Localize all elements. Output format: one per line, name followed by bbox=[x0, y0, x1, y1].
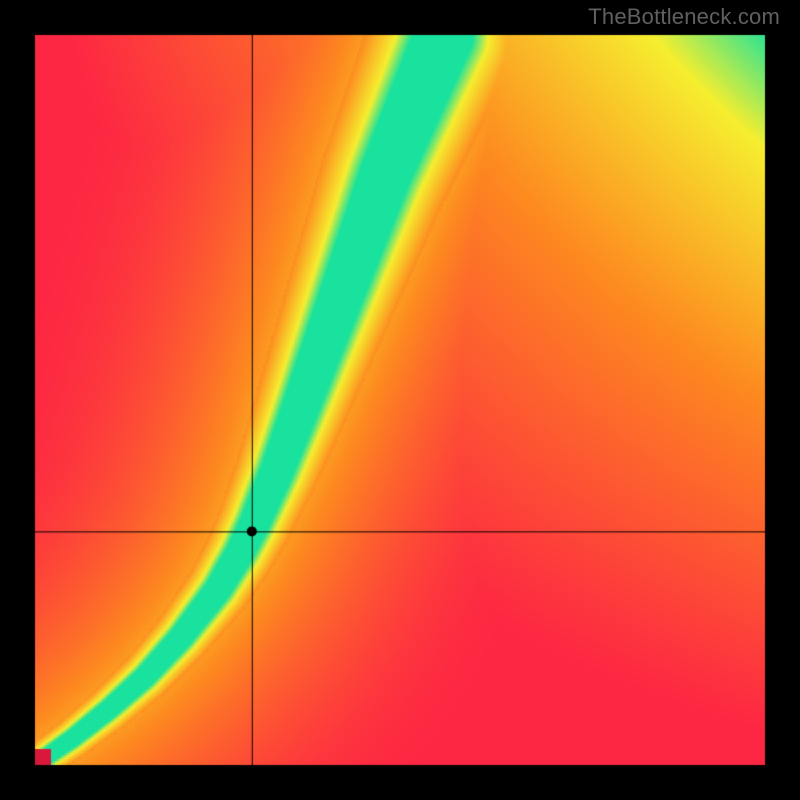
bottleneck-heatmap bbox=[0, 0, 800, 800]
watermark-text: TheBottleneck.com bbox=[588, 4, 780, 30]
chart-container: TheBottleneck.com bbox=[0, 0, 800, 800]
